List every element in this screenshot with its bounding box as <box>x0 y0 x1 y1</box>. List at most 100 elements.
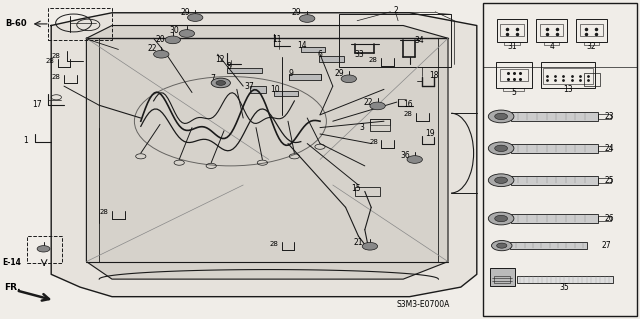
Bar <box>355 187 380 196</box>
Circle shape <box>341 75 356 83</box>
Bar <box>494 276 510 283</box>
Circle shape <box>495 145 508 152</box>
Bar <box>370 119 390 131</box>
Text: 28: 28 <box>369 57 378 63</box>
Text: E-14: E-14 <box>2 258 21 267</box>
Bar <box>598 216 611 221</box>
Bar <box>510 242 587 249</box>
Circle shape <box>211 78 230 88</box>
Text: B-60: B-60 <box>5 19 27 28</box>
Circle shape <box>188 14 203 21</box>
Bar <box>517 276 613 283</box>
Bar <box>497 62 532 88</box>
Bar <box>584 42 599 45</box>
Circle shape <box>154 50 169 58</box>
Circle shape <box>179 30 195 37</box>
Circle shape <box>495 113 508 120</box>
Text: 25: 25 <box>604 176 614 185</box>
Circle shape <box>488 142 514 155</box>
Bar <box>536 19 567 42</box>
Bar <box>250 86 266 93</box>
Circle shape <box>300 15 315 22</box>
Text: 29: 29 <box>334 69 344 78</box>
Circle shape <box>497 243 507 248</box>
Text: 29: 29 <box>291 8 301 17</box>
Text: 19: 19 <box>425 130 435 138</box>
Circle shape <box>165 36 180 44</box>
Bar <box>580 24 603 36</box>
Bar <box>584 73 600 86</box>
Circle shape <box>495 215 508 222</box>
Text: 22: 22 <box>148 44 157 53</box>
Text: 11: 11 <box>272 35 281 44</box>
Text: 4: 4 <box>549 42 554 51</box>
Text: 8: 8 <box>227 62 232 70</box>
Text: 31: 31 <box>507 42 517 51</box>
Text: 28: 28 <box>369 139 378 145</box>
Bar <box>504 88 525 91</box>
Text: 18: 18 <box>429 71 438 80</box>
Text: 28: 28 <box>52 53 61 59</box>
Bar <box>497 19 527 42</box>
Polygon shape <box>86 26 448 279</box>
Text: 10: 10 <box>270 85 280 94</box>
Bar <box>544 42 559 45</box>
Text: 2: 2 <box>393 6 398 15</box>
Bar <box>500 24 524 36</box>
Text: 22: 22 <box>364 98 373 107</box>
Bar <box>490 268 515 286</box>
Bar <box>227 68 262 73</box>
Bar <box>504 42 520 45</box>
Text: 12: 12 <box>215 55 224 63</box>
Bar <box>511 112 598 121</box>
Text: 34: 34 <box>414 36 424 45</box>
Text: 35: 35 <box>559 283 570 292</box>
Bar <box>511 214 598 223</box>
Text: 20: 20 <box>155 35 165 44</box>
Circle shape <box>488 110 514 123</box>
Text: 28: 28 <box>404 111 413 117</box>
Text: 7: 7 <box>211 74 216 83</box>
Text: 1: 1 <box>23 137 28 145</box>
Text: 13: 13 <box>563 85 573 94</box>
Text: 28: 28 <box>100 209 109 215</box>
Text: 28: 28 <box>52 74 61 79</box>
Circle shape <box>362 242 378 250</box>
Bar <box>576 19 607 42</box>
Text: FR.: FR. <box>4 283 21 292</box>
Bar <box>511 144 598 153</box>
Bar <box>339 14 451 67</box>
Circle shape <box>492 241 512 251</box>
Circle shape <box>370 102 385 110</box>
Circle shape <box>495 177 508 183</box>
Text: 14: 14 <box>297 41 307 50</box>
Bar <box>541 62 595 88</box>
Text: 21: 21 <box>354 238 363 247</box>
Bar <box>370 119 390 125</box>
Bar <box>598 146 611 151</box>
Bar <box>483 3 637 316</box>
Text: 17: 17 <box>32 100 42 109</box>
Bar <box>48 8 112 40</box>
Text: 24: 24 <box>604 144 614 153</box>
Bar <box>274 91 298 96</box>
Bar <box>319 56 344 62</box>
Bar <box>543 68 593 84</box>
Text: 15: 15 <box>351 184 362 193</box>
Bar <box>540 24 563 36</box>
Bar <box>27 236 62 263</box>
Text: 32: 32 <box>586 42 596 51</box>
Bar <box>511 176 598 185</box>
Polygon shape <box>51 13 477 297</box>
Bar <box>500 69 528 81</box>
Bar <box>289 74 321 80</box>
Circle shape <box>407 156 422 163</box>
Circle shape <box>216 80 226 85</box>
Text: S3M3-E0700A: S3M3-E0700A <box>397 300 450 309</box>
Circle shape <box>488 212 514 225</box>
Text: 33: 33 <box>355 50 365 59</box>
Text: 3: 3 <box>359 123 364 132</box>
Text: 37: 37 <box>244 82 255 91</box>
Circle shape <box>37 246 50 252</box>
Text: 27: 27 <box>602 241 612 250</box>
